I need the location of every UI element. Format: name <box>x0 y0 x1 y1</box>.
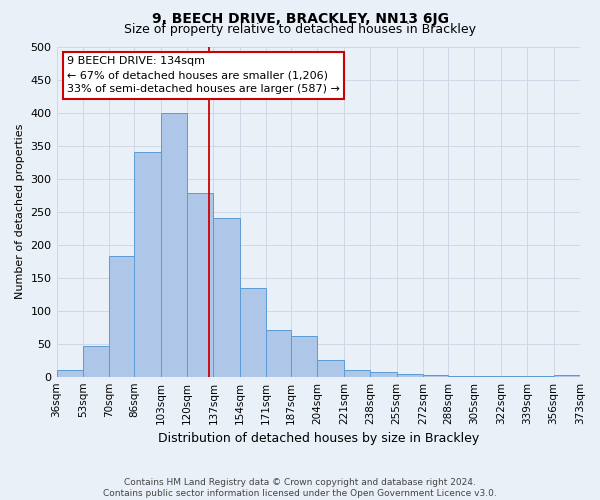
Text: 9 BEECH DRIVE: 134sqm
← 67% of detached houses are smaller (1,206)
33% of semi-d: 9 BEECH DRIVE: 134sqm ← 67% of detached … <box>67 56 340 94</box>
Bar <box>56 370 83 376</box>
Bar <box>161 112 187 376</box>
Text: 9, BEECH DRIVE, BRACKLEY, NN13 6JG: 9, BEECH DRIVE, BRACKLEY, NN13 6JG <box>151 12 449 26</box>
Bar <box>370 372 397 376</box>
Y-axis label: Number of detached properties: Number of detached properties <box>15 124 25 300</box>
Bar <box>291 336 317 376</box>
Bar <box>317 360 344 376</box>
Bar <box>83 346 109 376</box>
X-axis label: Distribution of detached houses by size in Brackley: Distribution of detached houses by size … <box>158 432 479 445</box>
Bar <box>266 330 291 376</box>
Bar <box>397 374 423 376</box>
Bar <box>240 288 266 376</box>
Text: Contains HM Land Registry data © Crown copyright and database right 2024.
Contai: Contains HM Land Registry data © Crown c… <box>103 478 497 498</box>
Bar <box>344 370 370 376</box>
Bar <box>109 256 134 376</box>
Bar <box>134 152 161 376</box>
Bar <box>214 218 240 376</box>
Bar <box>187 193 214 376</box>
Text: Size of property relative to detached houses in Brackley: Size of property relative to detached ho… <box>124 22 476 36</box>
